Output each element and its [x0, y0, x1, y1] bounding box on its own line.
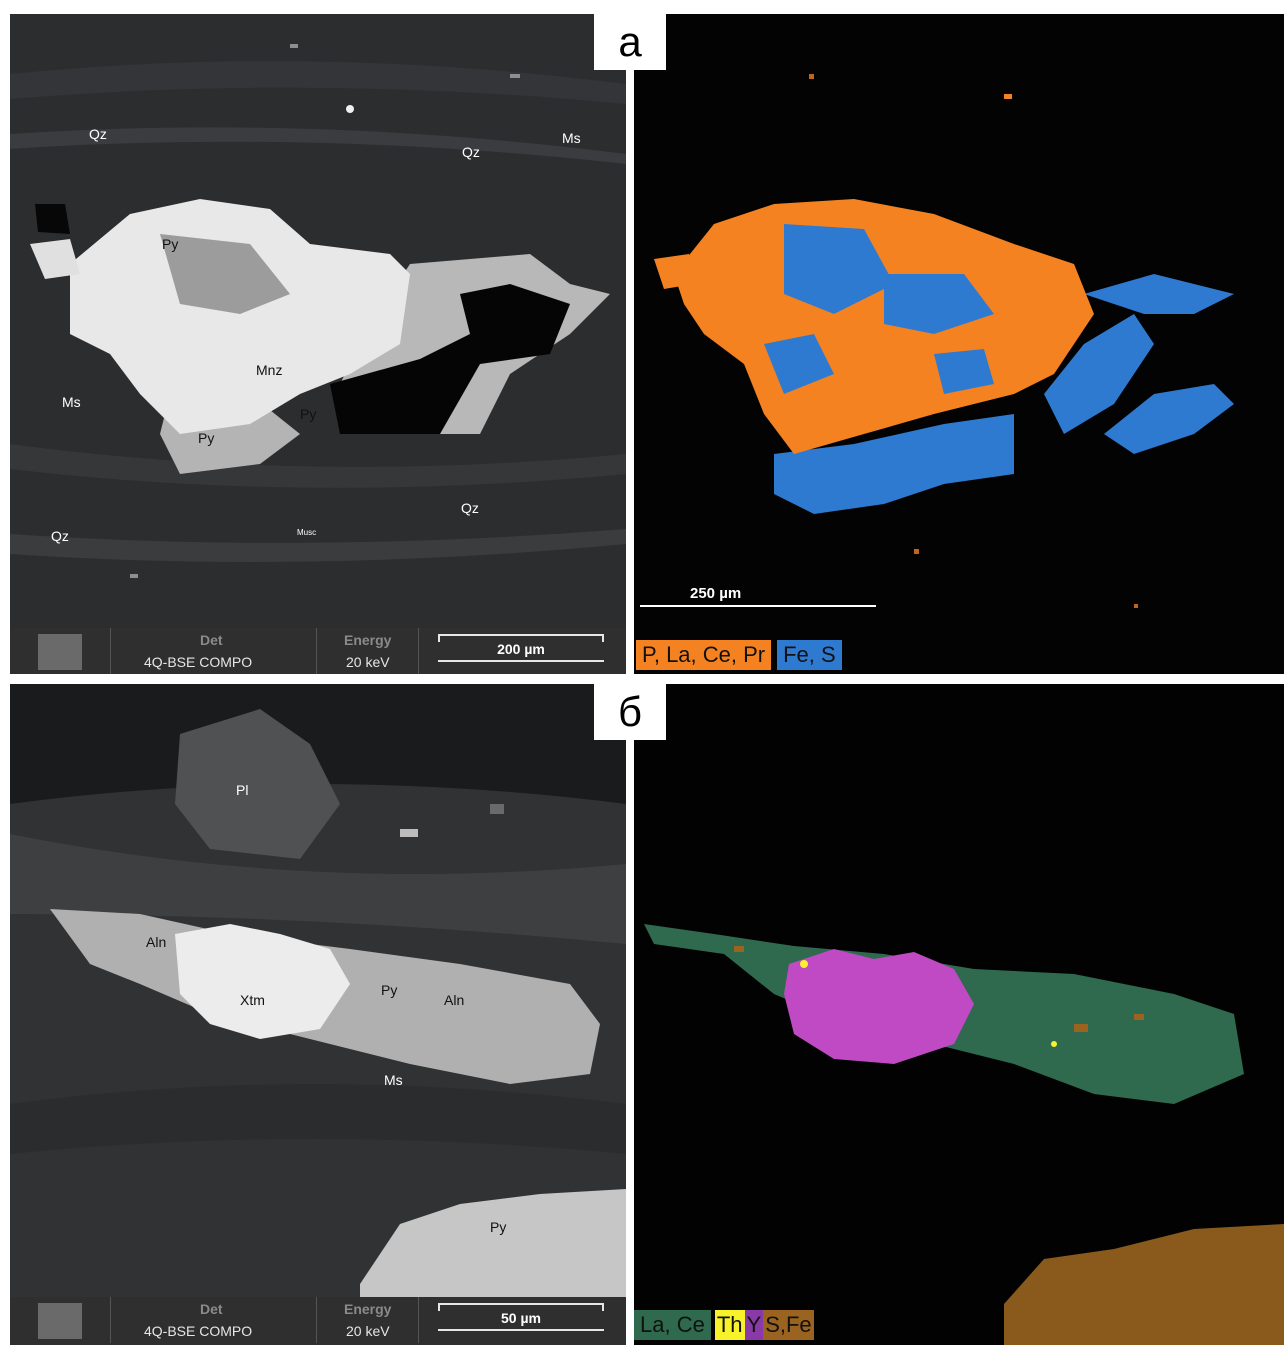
det-header: Det [200, 632, 223, 648]
legend-ree: P, La, Ce, Pr [636, 640, 772, 670]
panel-b-bse-image: Pl Aln Xtm Py Aln Ms Py Det 4Q-BSE COMPO… [10, 684, 626, 1345]
label-py: Py [381, 982, 398, 998]
label-qz: Qz [51, 528, 69, 544]
element-legend: P, La, Ce, Pr Fe, S [636, 640, 848, 670]
label-xtm: Xtm [240, 992, 265, 1008]
panel-b-bse-graphic [10, 684, 626, 1345]
legend-fe-s: Fe, S [777, 640, 842, 670]
scale-bar-label: 50 µm [501, 1310, 541, 1326]
label-py: Py [162, 236, 179, 252]
label-qz: Qz [89, 126, 107, 142]
label-ms: Ms [562, 130, 581, 146]
label-ms: Ms [384, 1072, 403, 1088]
panel-b-element-map: La, Ce Th Y S,Fe [634, 684, 1284, 1345]
label-musc: Musc [297, 528, 317, 537]
panel-a-element-map: 250 µm P, La, Ce, Pr Fe, S [634, 14, 1284, 674]
instrument-logo [38, 1303, 82, 1339]
legend-th: Th [714, 1310, 745, 1340]
panel-letter-a: а [594, 14, 666, 70]
det-value: 4Q-BSE COMPO [144, 1323, 253, 1339]
scale-bar-label: 200 µm [497, 641, 545, 657]
instrument-logo [38, 634, 82, 670]
energy-value: 20 keV [346, 654, 390, 670]
element-legend: La, Ce Th Y S,Fe [634, 1310, 820, 1340]
scale-bar [640, 605, 876, 607]
energy-header: Energy [344, 1301, 392, 1317]
label-mnz: Mnz [256, 362, 283, 378]
label-py: Py [300, 406, 317, 422]
det-value: 4Q-BSE COMPO [144, 654, 253, 670]
legend-la-ce: La, Ce [634, 1310, 711, 1340]
label-py: Py [490, 1219, 507, 1235]
energy-header: Energy [344, 632, 392, 648]
panel-a-bse-graphic [10, 14, 626, 674]
label-qz: Qz [462, 144, 480, 160]
scale-bar: 200 µm [438, 634, 604, 662]
panel-b-map-graphic [634, 684, 1284, 1345]
det-header: Det [200, 1301, 223, 1317]
panel-letter-b: б [594, 684, 666, 740]
legend-s-fe: S,Fe [763, 1310, 814, 1340]
legend-y: Y [744, 1310, 764, 1340]
scale-bar: 50 µm [438, 1303, 604, 1331]
label-aln: Aln [146, 934, 167, 950]
label-ms: Ms [62, 394, 81, 410]
panel-a-bse-image: Qz Qz Ms Py Mnz Ms Py Py Qz Qz Musc Det … [10, 14, 626, 674]
label-py: Py [198, 430, 215, 446]
energy-value: 20 keV [346, 1323, 390, 1339]
scale-bar-label: 250 µm [690, 585, 742, 602]
sem-info-bar: Det 4Q-BSE COMPO Energy 20 keV 200 µm [10, 628, 626, 674]
sem-info-bar: Det 4Q-BSE COMPO Energy 20 keV 50 µm [10, 1297, 626, 1345]
label-pl: Pl [236, 782, 249, 798]
label-aln: Aln [444, 992, 465, 1008]
panel-a-map-graphic [634, 14, 1284, 674]
label-qz: Qz [461, 500, 479, 516]
